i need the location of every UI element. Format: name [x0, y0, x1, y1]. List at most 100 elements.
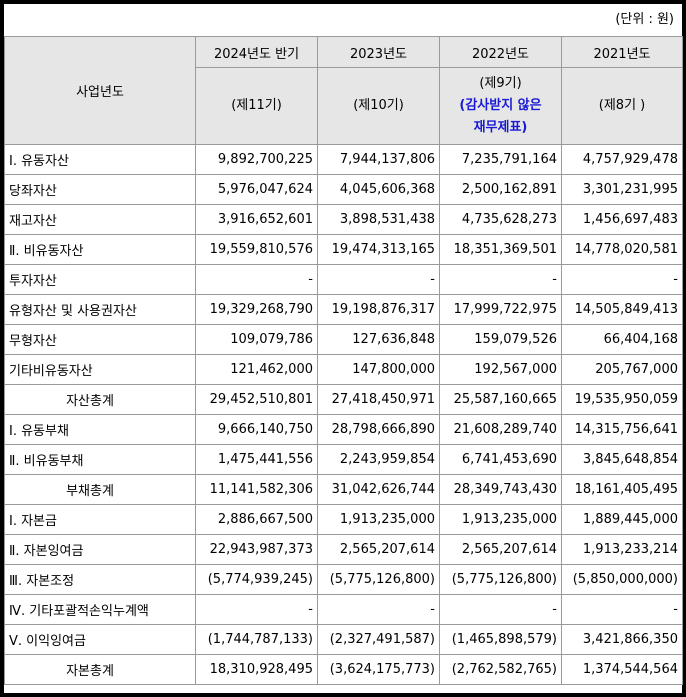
- value-cell: 4,045,606,368: [317, 174, 440, 205]
- value-cell: 6,741,453,690: [439, 444, 562, 475]
- value-cell: 2,500,162,891: [439, 174, 562, 205]
- value-cell: 1,374,544,564: [561, 654, 683, 685]
- value-cell: 18,310,928,495: [195, 654, 318, 685]
- value-cell: 19,535,950,059: [561, 384, 683, 415]
- table-row: 무형자산 109,079,786 127,636,848 159,079,526 66,…: [4, 324, 683, 355]
- table-row: Ⅰ. 유동자산 9,892,700,225 7,944,137,806 7,235,7…: [4, 144, 683, 175]
- header-year: 2021년도: [561, 36, 683, 68]
- row-label: Ⅰ. 자본금: [4, 504, 196, 535]
- header-year: 2023년도: [317, 36, 440, 68]
- value-cell: 19,329,268,790: [195, 294, 318, 325]
- value-cell: 14,778,020,581: [561, 234, 683, 265]
- value-cell: 127,636,848: [317, 324, 440, 355]
- value-cell: -: [195, 264, 318, 295]
- header-year: 2024년도 반기: [195, 36, 318, 68]
- value-cell: -: [439, 264, 562, 295]
- row-label: Ⅲ. 자본조정: [4, 564, 196, 595]
- row-label: Ⅱ. 자본잉여금: [4, 534, 196, 565]
- row-label: 당좌자산: [4, 174, 196, 205]
- value-cell: (5,775,126,800): [317, 564, 440, 595]
- table-row: 유형자산 및 사용권자산 19,329,268,790 19,198,876,317…: [4, 294, 683, 325]
- table-row: Ⅱ. 자본잉여금 22,943,987,373 2,565,207,614 2,565…: [4, 534, 683, 565]
- table-row: Ⅰ. 자본금 2,886,667,500 1,913,235,000 1,913,23…: [4, 504, 683, 535]
- value-cell: 2,565,207,614: [317, 534, 440, 565]
- value-cell: (2,762,582,765): [439, 654, 562, 685]
- value-cell: 27,418,450,971: [317, 384, 440, 415]
- row-label: 부채총계: [4, 474, 196, 505]
- value-cell: 9,666,140,750: [195, 414, 318, 445]
- table-row: 당좌자산 5,976,047,624 4,045,606,368 2,500,162,…: [4, 174, 683, 205]
- table-row: Ⅱ. 비유동자산 19,559,810,576 19,474,313,165 18,3…: [4, 234, 683, 265]
- value-cell: 1,913,235,000: [439, 504, 562, 535]
- value-cell: 192,567,000: [439, 354, 562, 385]
- value-cell: 205,767,000: [561, 354, 683, 385]
- value-cell: (3,624,175,773): [317, 654, 440, 685]
- header-period: (제8기 ): [561, 67, 683, 145]
- value-cell: 19,474,313,165: [317, 234, 440, 265]
- value-cell: 1,456,697,483: [561, 204, 683, 235]
- value-cell: 9,892,700,225: [195, 144, 318, 175]
- table-row: 자본총계 18,310,928,495 (3,624,175,773) (2,762,…: [4, 654, 683, 685]
- value-cell: 147,800,000: [317, 354, 440, 385]
- value-cell: 19,198,876,317: [317, 294, 440, 325]
- value-cell: 2,886,667,500: [195, 504, 318, 535]
- value-cell: 3,301,231,995: [561, 174, 683, 205]
- value-cell: 11,141,582,306: [195, 474, 318, 505]
- value-cell: 5,976,047,624: [195, 174, 318, 205]
- header-period: (제10기): [317, 67, 440, 145]
- header-period-with-note: (제9기) (감사받지 않은 재무제표): [439, 67, 562, 145]
- row-label: Ⅰ. 유동자산: [4, 144, 196, 175]
- row-label: Ⅳ. 기타포괄적손익누계액: [4, 594, 196, 625]
- value-cell: 19,559,810,576: [195, 234, 318, 265]
- value-cell: 3,916,652,601: [195, 204, 318, 235]
- value-cell: 28,349,743,430: [439, 474, 562, 505]
- table-row: Ⅳ. 기타포괄적손익누계액 - - - -: [4, 594, 683, 625]
- value-cell: 1,889,445,000: [561, 504, 683, 535]
- value-cell: 1,913,233,214: [561, 534, 683, 565]
- value-cell: 3,898,531,438: [317, 204, 440, 235]
- value-cell: 2,243,959,854: [317, 444, 440, 475]
- table-row: Ⅴ. 이익잉여금 (1,744,787,133) (2,327,491,587) (1…: [4, 624, 683, 655]
- value-cell: 18,351,369,501: [439, 234, 562, 265]
- row-label: 유형자산 및 사용권자산: [4, 294, 196, 325]
- table-row: 자산총계 29,452,510,801 27,418,450,971 25,587,1…: [4, 384, 683, 415]
- header-period: (제11기): [195, 67, 318, 145]
- row-label: 기타비유동자산: [4, 354, 196, 385]
- row-label: 자본총계: [4, 654, 196, 685]
- value-cell: 18,161,405,495: [561, 474, 683, 505]
- row-label: 무형자산: [4, 324, 196, 355]
- value-cell: (1,465,898,579): [439, 624, 562, 655]
- value-cell: 31,042,626,744: [317, 474, 440, 505]
- table-row: Ⅲ. 자본조정 (5,774,939,245) (5,775,126,800) (5,…: [4, 564, 683, 595]
- value-cell: 2,565,207,614: [439, 534, 562, 565]
- unaudited-note-line: 재무제표): [473, 120, 528, 135]
- row-label: Ⅴ. 이익잉여금: [4, 624, 196, 655]
- value-cell: -: [195, 594, 318, 625]
- row-label: Ⅰ. 유동부채: [4, 414, 196, 445]
- value-cell: 1,913,235,000: [317, 504, 440, 535]
- value-cell: 1,475,441,556: [195, 444, 318, 475]
- financial-table: 사업년도 2024년도 반기 2023년도 2022년도 2021년도 (제11…: [4, 36, 683, 685]
- value-cell: 29,452,510,801: [195, 384, 318, 415]
- row-label: 투자자산: [4, 264, 196, 295]
- table-row: 재고자산 3,916,652,601 3,898,531,438 4,735,628,…: [4, 204, 683, 235]
- value-cell: (2,327,491,587): [317, 624, 440, 655]
- value-cell: 109,079,786: [195, 324, 318, 355]
- value-cell: 25,587,160,665: [439, 384, 562, 415]
- table-row: 투자자산 - - - -: [4, 264, 683, 295]
- unit-label: (단위 : 원): [615, 12, 674, 27]
- value-cell: 22,943,987,373: [195, 534, 318, 565]
- header-period: (제9기): [479, 76, 522, 91]
- financial-summary-page: (단위 : 원) 사업년도 2024년도 반기 2023년도 2022년도 20…: [4, 4, 683, 693]
- table-row: Ⅰ. 유동부채 9,666,140,750 28,798,666,890 21,608…: [4, 414, 683, 445]
- value-cell: -: [561, 594, 683, 625]
- header-year: 2022년도: [439, 36, 562, 68]
- value-cell: (5,774,939,245): [195, 564, 318, 595]
- value-cell: 21,608,289,740: [439, 414, 562, 445]
- value-cell: -: [317, 264, 440, 295]
- value-cell: 7,944,137,806: [317, 144, 440, 175]
- table-row: 부채총계 11,141,582,306 31,042,626,744 28,349,7…: [4, 474, 683, 505]
- value-cell: (5,850,000,000): [561, 564, 683, 595]
- value-cell: (5,775,126,800): [439, 564, 562, 595]
- unaudited-note-line: (감사받지 않은: [459, 98, 542, 113]
